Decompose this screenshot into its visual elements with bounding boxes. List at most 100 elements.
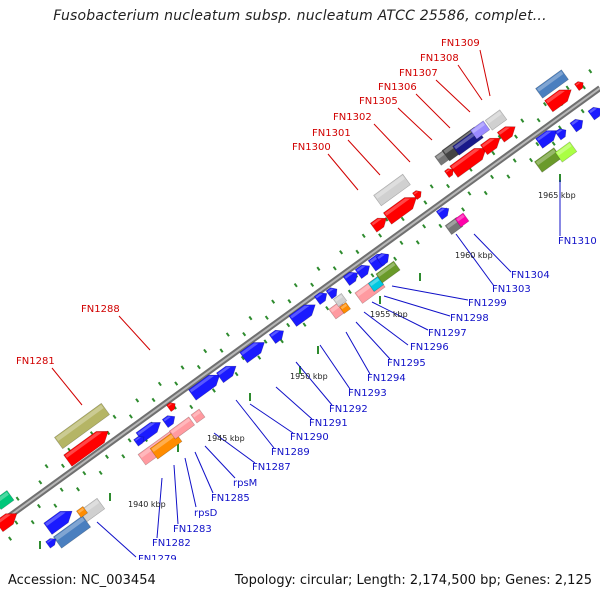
gene-feature (288, 304, 316, 327)
leader-line (383, 295, 451, 317)
major-tick (379, 296, 381, 304)
tick-mark (438, 223, 443, 229)
tick-mark (581, 85, 586, 90)
tick-mark (30, 519, 35, 525)
leader-line (415, 93, 451, 129)
gene-feature (373, 173, 411, 207)
leader-line (397, 107, 433, 141)
tick-mark (98, 470, 103, 475)
gene-label-reverse: FN1303 (492, 284, 531, 295)
gene-feature (54, 402, 110, 450)
scale-label: 1960 kbp (455, 251, 493, 260)
tick-mark (242, 331, 247, 337)
tick-mark (565, 85, 570, 90)
tick-mark (514, 134, 518, 139)
scale-label: 1940 kbp (128, 500, 166, 509)
tick-mark (59, 487, 64, 492)
tick-mark (423, 200, 428, 205)
gene-label-reverse: FN1279 (138, 554, 177, 560)
gene-feature (569, 118, 584, 133)
gene-feature (573, 81, 584, 92)
gene-feature (45, 538, 57, 549)
tick-mark (378, 233, 383, 238)
gene-feature (165, 402, 176, 413)
backbone (0, 85, 600, 526)
tick-mark (542, 101, 547, 107)
scale-label: 1950 kbp (290, 372, 328, 381)
leader-line (184, 457, 197, 508)
leader-line (235, 399, 275, 449)
gene-feature (369, 217, 387, 233)
gene-label-reverse: FN1298 (450, 313, 489, 324)
tick-mark (38, 480, 43, 485)
tick-mark (240, 355, 245, 361)
tick-mark (287, 299, 292, 304)
tick-mark (157, 381, 162, 387)
gene-feature (161, 415, 176, 428)
tick-mark (127, 438, 132, 443)
tick-mark (399, 240, 404, 246)
gene-feature (479, 137, 501, 156)
gene-label-forward: FN1305 (359, 96, 398, 107)
gene-feature (382, 197, 417, 225)
leader-line (295, 361, 333, 406)
tick-mark (422, 224, 427, 229)
major-tick (177, 444, 179, 452)
tick-mark (234, 371, 239, 377)
gene-feature (535, 130, 558, 149)
tick-mark (551, 141, 556, 146)
tick-mark (248, 315, 253, 321)
leader-line (455, 233, 495, 287)
leader-line (457, 64, 483, 101)
tick-mark (225, 332, 230, 337)
gene-label-reverse: FN1285 (211, 493, 250, 504)
gene-feature (268, 329, 285, 344)
tick-mark (588, 69, 593, 74)
scale-label: 1965 kbp (538, 191, 576, 200)
gene-features (0, 69, 600, 549)
leader-line (204, 445, 236, 479)
gene-label-reverse: FN1289 (271, 447, 310, 458)
gene-feature (313, 292, 328, 305)
tick-mark (219, 348, 224, 353)
gene-feature (484, 109, 508, 131)
tick-mark (483, 190, 488, 196)
gene-feature (535, 69, 569, 99)
gene-feature (342, 271, 359, 286)
tick-mark (44, 464, 49, 469)
gene-feature (496, 126, 516, 143)
tick-mark (104, 454, 109, 459)
tick-mark (112, 414, 117, 420)
leader-line (391, 285, 469, 301)
tick-mark (429, 184, 434, 189)
tick-mark (82, 471, 87, 476)
tick-mark (271, 299, 276, 304)
gene-label-forward: FN1306 (378, 82, 417, 93)
gene-label-forward: FN1300 (292, 142, 331, 153)
gene-label-forward: FN1302 (333, 112, 372, 123)
tick-mark (151, 397, 156, 403)
gene-label-reverse: FN1297 (428, 328, 467, 339)
gene-label-forward: FN1307 (399, 68, 438, 79)
gene-label-reverse: FN1292 (329, 404, 368, 415)
leader-line (319, 344, 351, 390)
gene-label-forward: FN1281 (16, 356, 55, 367)
gene-feature (188, 374, 221, 401)
tick-mark (355, 249, 360, 255)
gene-feature (52, 515, 92, 549)
map-title: Fusobacterium nucleatum subsp. nucleatum… (53, 8, 547, 24)
tick-mark (8, 536, 13, 541)
tick-mark (467, 191, 472, 196)
leader-line (249, 403, 294, 434)
tick-mark (370, 273, 375, 278)
major-tick (109, 493, 111, 501)
tick-mark (174, 381, 179, 386)
tick-mark (264, 315, 269, 320)
gene-label-reverse: FN1296 (410, 342, 449, 353)
gene-label-reverse: rpsD (194, 508, 218, 519)
gene-label-reverse: FN1287 (252, 462, 291, 473)
tick-mark (203, 348, 208, 354)
gene-feature (0, 513, 18, 533)
gene-label-reverse: FN1304 (511, 270, 550, 281)
